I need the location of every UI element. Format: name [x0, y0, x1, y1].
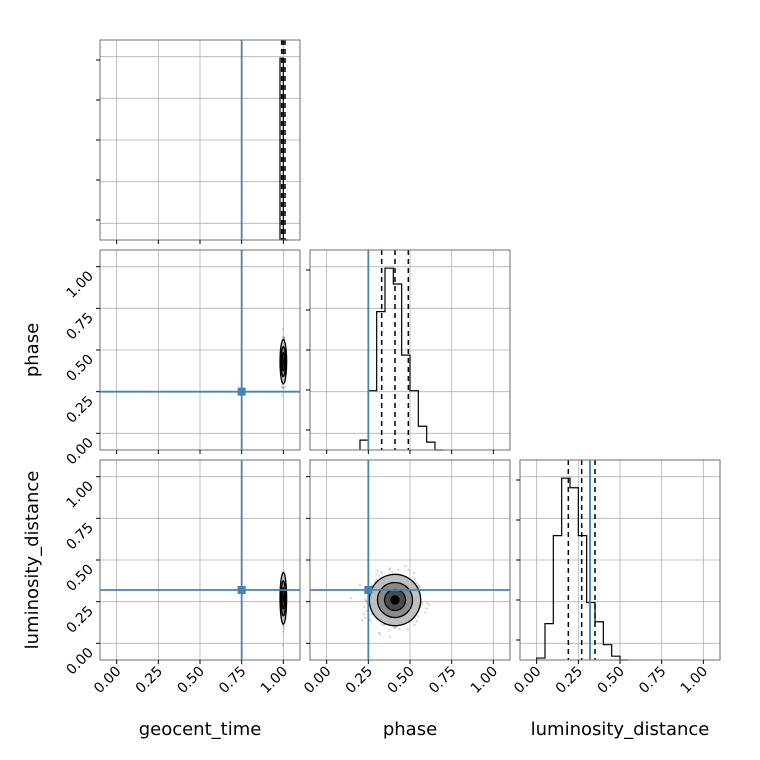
- sample-point: [379, 633, 382, 636]
- y-axis-label-phase: phase: [22, 323, 43, 377]
- sample-point: [365, 599, 368, 602]
- sample-point: [413, 577, 416, 580]
- panel-hist-geocent_time: [96, 39, 301, 244]
- sample-point: [424, 611, 427, 614]
- sample-point: [282, 627, 285, 630]
- sample-point: [282, 625, 285, 628]
- x-axis-label-luminosity_distance: luminosity_distance: [531, 719, 710, 740]
- samples-layer: [279, 569, 288, 647]
- samples-layer: [350, 564, 431, 638]
- sample-point: [281, 386, 285, 390]
- y-axis-label-luminosity_distance: luminosity_distance: [22, 471, 43, 650]
- sample-point: [375, 578, 378, 581]
- sample-point: [380, 624, 384, 627]
- sample-point: [425, 607, 428, 610]
- sample-point: [282, 625, 285, 628]
- sample-point: [377, 574, 380, 577]
- contour-line-1: [280, 580, 287, 617]
- histogram-luminosity_distance: [536, 477, 629, 661]
- x-axis-label-phase: phase: [383, 719, 437, 740]
- sample-point: [377, 631, 381, 635]
- sample-point: [421, 602, 424, 606]
- sample-point: [417, 615, 420, 618]
- contour-line-1: [280, 346, 287, 378]
- sample-point: [425, 602, 429, 605]
- sample-point: [368, 619, 372, 622]
- truth-marker: [364, 586, 373, 594]
- sample-point: [398, 627, 401, 630]
- truth-marker: [237, 387, 246, 396]
- sample-point: [282, 337, 285, 340]
- contour-line-2: [281, 352, 286, 372]
- sample-point: [381, 572, 384, 575]
- sample-point: [406, 628, 410, 631]
- sample-point: [418, 586, 421, 589]
- sample-point: [281, 394, 284, 397]
- sample-point: [363, 605, 366, 609]
- sample-point: [376, 569, 379, 573]
- contour-line-0: [279, 572, 288, 625]
- sample-point: [393, 626, 396, 629]
- sample-point: [282, 569, 285, 573]
- truth-marker: [237, 586, 246, 594]
- sample-point: [413, 623, 416, 627]
- sample-point: [415, 581, 418, 585]
- sample-point: [282, 337, 286, 340]
- sample-point: [281, 644, 284, 647]
- sample-point: [370, 584, 373, 587]
- sample-point: [392, 626, 395, 629]
- sample-point: [418, 584, 421, 588]
- sample-point: [397, 568, 400, 572]
- sample-point: [282, 336, 285, 339]
- sample-point: [281, 327, 285, 331]
- sample-point: [350, 597, 353, 600]
- sample-point: [363, 598, 367, 601]
- contour-line-0: [368, 573, 422, 627]
- sample-point: [395, 626, 398, 629]
- sample-point: [362, 612, 366, 615]
- sample-point: [365, 609, 368, 612]
- sample-point: [391, 570, 394, 574]
- contour-line-2: [281, 587, 286, 610]
- samples-layer: [279, 327, 288, 397]
- sample-point: [415, 620, 418, 623]
- sample-point: [358, 584, 362, 587]
- sample-point: [282, 630, 285, 633]
- sample-point: [389, 567, 392, 570]
- contour-line-2: [383, 588, 407, 612]
- density-level-3: [282, 593, 284, 603]
- sample-point: [373, 580, 377, 583]
- sample-point: [281, 386, 285, 390]
- sample-point: [364, 616, 367, 619]
- sample-point: [281, 335, 284, 338]
- sample-point: [403, 564, 407, 568]
- sample-point: [407, 568, 410, 571]
- x-axis-label-geocent_time: geocent_time: [139, 719, 262, 740]
- sample-point: [282, 336, 285, 339]
- sample-point: [388, 635, 391, 638]
- contour-line-0: [279, 339, 288, 385]
- sample-point: [387, 629, 390, 632]
- sample-point: [412, 572, 416, 575]
- panel-hist-phase: [306, 249, 511, 454]
- sample-point: [360, 619, 364, 622]
- sample-point: [284, 386, 287, 389]
- sample-point: [380, 570, 383, 574]
- sample-point: [370, 613, 373, 616]
- density-level-3: [282, 357, 284, 366]
- histogram-phase: [359, 267, 444, 451]
- density-level-3: [390, 595, 400, 605]
- sample-point: [428, 603, 431, 606]
- sample-point: [375, 572, 378, 575]
- sample-point: [388, 568, 391, 571]
- sample-point: [280, 385, 283, 389]
